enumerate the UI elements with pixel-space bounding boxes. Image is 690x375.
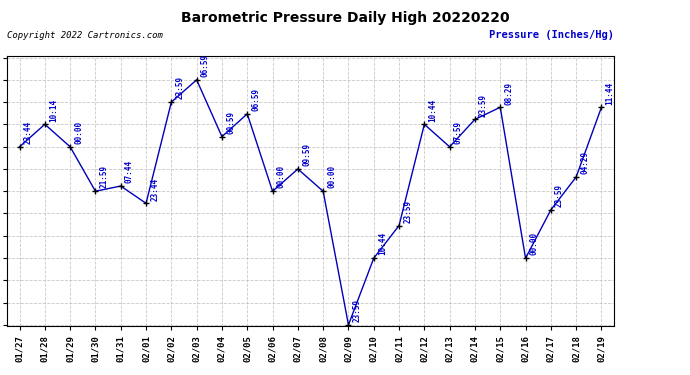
Text: 23:44: 23:44 — [150, 177, 159, 201]
Text: 10:14: 10:14 — [49, 98, 58, 122]
Text: 08:29: 08:29 — [504, 81, 513, 105]
Text: 07:44: 07:44 — [125, 160, 134, 183]
Text: 23:59: 23:59 — [353, 299, 362, 322]
Text: 04:29: 04:29 — [580, 151, 589, 174]
Text: 00:00: 00:00 — [530, 232, 539, 255]
Text: 10:44: 10:44 — [378, 232, 387, 255]
Text: 21:59: 21:59 — [99, 165, 108, 189]
Text: 23:59: 23:59 — [555, 184, 564, 207]
Text: 23:59: 23:59 — [479, 93, 488, 117]
Text: Copyright 2022 Cartronics.com: Copyright 2022 Cartronics.com — [7, 31, 163, 40]
Text: 10:44: 10:44 — [428, 98, 437, 122]
Text: 06:59: 06:59 — [201, 54, 210, 77]
Text: 06:59: 06:59 — [251, 88, 260, 111]
Text: Pressure (Inches/Hg): Pressure (Inches/Hg) — [489, 30, 614, 40]
Text: 09:59: 09:59 — [302, 143, 311, 166]
Text: 00:59: 00:59 — [226, 111, 235, 134]
Text: Barometric Pressure Daily High 20220220: Barometric Pressure Daily High 20220220 — [181, 11, 509, 25]
Text: 23:59: 23:59 — [175, 76, 184, 99]
Text: 23:59: 23:59 — [403, 200, 412, 223]
Text: 00:00: 00:00 — [327, 165, 336, 189]
Text: 11:44: 11:44 — [606, 81, 615, 105]
Text: 00:00: 00:00 — [277, 165, 286, 189]
Text: 23:44: 23:44 — [23, 121, 32, 144]
Text: 07:59: 07:59 — [454, 121, 463, 144]
Text: 00:00: 00:00 — [75, 121, 83, 144]
